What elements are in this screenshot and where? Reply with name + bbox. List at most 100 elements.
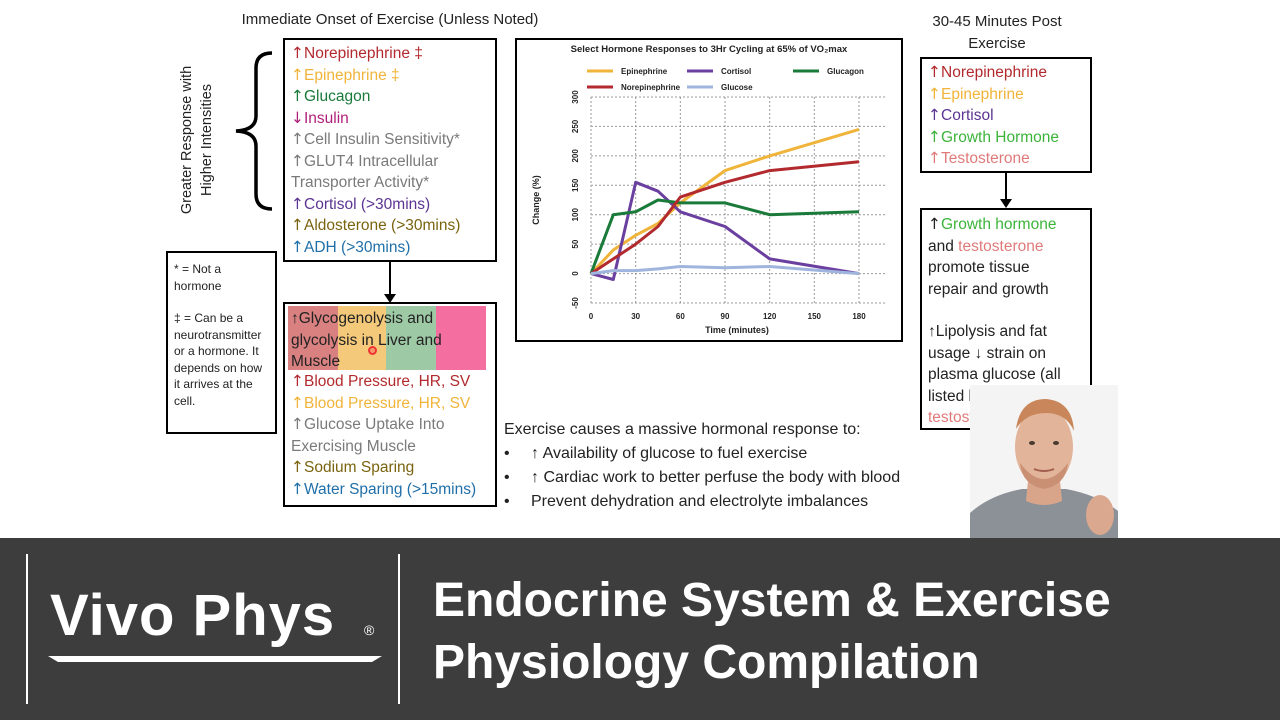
post-effect-line3: promote tissue [928, 259, 1030, 276]
immediate-item: ↑Glucagon [291, 86, 489, 108]
effect-arrow: ↑ [291, 458, 304, 476]
post-item: ↑Norepinephrine [928, 62, 1084, 84]
summary-intro: Exercise causes a massive hormonal respo… [504, 421, 861, 438]
legend-label: Epinephrine [621, 67, 668, 76]
immediate-item: ↑GLUT4 Intracellular [291, 151, 489, 173]
legend-label: Cortisol [721, 67, 751, 76]
legend-label: Norepinephrine [621, 83, 681, 92]
summary-bullet: ↑ Cardiac work to better perfuse the bod… [504, 466, 900, 490]
summary-bullet: Prevent dehydration and electrolyte imba… [504, 490, 900, 514]
legend-label: Glucagon [827, 67, 864, 76]
x-tick-label: 150 [808, 312, 822, 321]
immediate-arrow: ↑ [291, 65, 304, 84]
summary-bullet: ↑ Availability of glucose to fuel exerci… [504, 442, 900, 466]
immediate-label: GLUT4 Intracellular [304, 152, 439, 170]
post-effect-line5: ↑Lipolysis and fat [928, 323, 1047, 340]
note-dagger-line1: ‡ = Can be a [174, 311, 244, 325]
chart-frame [515, 38, 903, 342]
x-tick-label: 30 [631, 312, 640, 321]
curly-brace [235, 51, 273, 211]
immediate-arrow: ↑ [291, 237, 304, 256]
post-arrow: ↑ [928, 106, 941, 124]
effect-item: Exercising Muscle [291, 436, 476, 458]
immediate-label: Epinephrine ‡ [304, 66, 400, 84]
immediate-item: ↑Epinephrine ‡ [291, 65, 489, 87]
side-label: Greater Response with Higher Intensities [172, 60, 222, 220]
post-label: Norepinephrine [941, 64, 1047, 81]
summary: Exercise causes a massive hormonal respo… [504, 418, 900, 514]
post-effect-gh: Growth hormone [941, 216, 1057, 233]
right-heading: 30-45 Minutes Post Exercise [912, 11, 1082, 55]
note-dagger-line3: or a hormone. It [174, 344, 259, 358]
post-label: Epinephrine [941, 85, 1024, 103]
post-effect-arrow: ↑ [928, 215, 941, 233]
immediate-arrow: ↑ [291, 44, 304, 62]
banner-divider-right [398, 554, 400, 704]
post-effect-line7: plasma glucose (all [928, 366, 1061, 383]
glyco-line1: ↑Glycogenolysis and [291, 310, 434, 327]
y-axis-label: Change (%) [531, 175, 541, 225]
right-heading-line1: 30-45 Minutes Post [932, 13, 1062, 30]
x-tick-label: 90 [721, 312, 730, 321]
glyco-line2: glycolysis in Liver and [291, 331, 442, 349]
effect-item: ↑Blood Pressure, HR, SV [291, 393, 476, 415]
banner-divider-left [26, 554, 28, 704]
post-label: Cortisol [941, 107, 994, 124]
post-label: Testosterone [941, 150, 1030, 167]
x-tick-label: 180 [852, 312, 866, 321]
note-star-line2: hormone [174, 278, 222, 293]
side-label-line1: Greater Response with [179, 65, 195, 215]
y-tick-label: 250 [571, 119, 580, 133]
post-effect-testosterone: testosterone [958, 237, 1044, 255]
post-label: Growth Hormone [941, 128, 1060, 146]
video-title-line2: Physiology Compilation [433, 636, 980, 689]
vivo-phys-logo: Vivo Phys ® [46, 582, 386, 672]
highlight-seg-3 [386, 306, 436, 370]
immediate-label: Glucagon [304, 88, 371, 105]
effects-list: ↑Blood Pressure, HR, SV ↑Blood Pressure, … [285, 369, 482, 502]
left-heading: Immediate Onset of Exercise (Unless Note… [241, 11, 539, 28]
down-arrow-left [384, 262, 396, 303]
note-dagger-line2: neurotransmitter [174, 327, 262, 342]
effect-arrow: ↑ [291, 372, 304, 390]
effect-item: ↑Sodium Sparing [291, 457, 476, 479]
immediate-arrow: ↑ [291, 151, 304, 170]
x-tick-label: 120 [763, 312, 777, 321]
y-tick-label: 300 [571, 90, 580, 104]
immediate-label: Insulin [304, 109, 349, 127]
immediate-item: Transporter Activity* [291, 172, 489, 194]
logo-registered-mark: ® [364, 622, 375, 638]
post-effect-line6: usage ↓ strain on [928, 344, 1047, 362]
effect-item: ↑Blood Pressure, HR, SV [291, 371, 476, 393]
effect-label: Glucose Uptake Into [304, 416, 445, 433]
y-tick-label: 200 [571, 149, 580, 163]
y-tick-label: 150 [571, 178, 580, 192]
y-tick-label: 100 [571, 207, 580, 221]
immediate-arrow: ↑ [291, 87, 304, 105]
hormone-line-chart: Select Hormone Responses to 3Hr Cycling … [531, 44, 885, 335]
legend-label: Glucose [721, 83, 753, 92]
immediate-label: Cortisol (>30mins) [304, 195, 431, 213]
note-dagger-line5: it arrives at the [174, 377, 253, 391]
effect-item: ↑Water Sparing (>15mins) [291, 479, 476, 501]
effect-label: Sodium Sparing [304, 459, 415, 476]
highlight-seg-4 [436, 306, 486, 370]
effect-label: Exercising Muscle [291, 437, 416, 455]
immediate-item: ↑Norepinephrine ‡ [291, 43, 489, 65]
post-item: ↑Epinephrine [928, 84, 1084, 106]
effect-arrow: ↑ [291, 393, 304, 412]
glyco-line3: Muscle [291, 353, 341, 370]
post-effect-and: and [928, 237, 959, 255]
series-line-norepinephrine [590, 160, 860, 275]
highlight-seg-1 [288, 306, 338, 370]
immediate-arrow: ↑ [291, 194, 304, 213]
post-effect-line4: repair and growth [928, 280, 1049, 298]
x-tick-label: 0 [589, 312, 594, 321]
note-dagger-line4: depends on how [174, 360, 263, 375]
immediate-arrow: ↑ [291, 130, 304, 148]
effect-label: Blood Pressure, HR, SV [304, 394, 471, 412]
y-tick-label: -50 [571, 297, 580, 309]
effect-label: Water Sparing (>15mins) [304, 480, 477, 498]
y-tick-label: 50 [571, 239, 580, 248]
immediate-item: ↓Insulin [291, 108, 489, 130]
